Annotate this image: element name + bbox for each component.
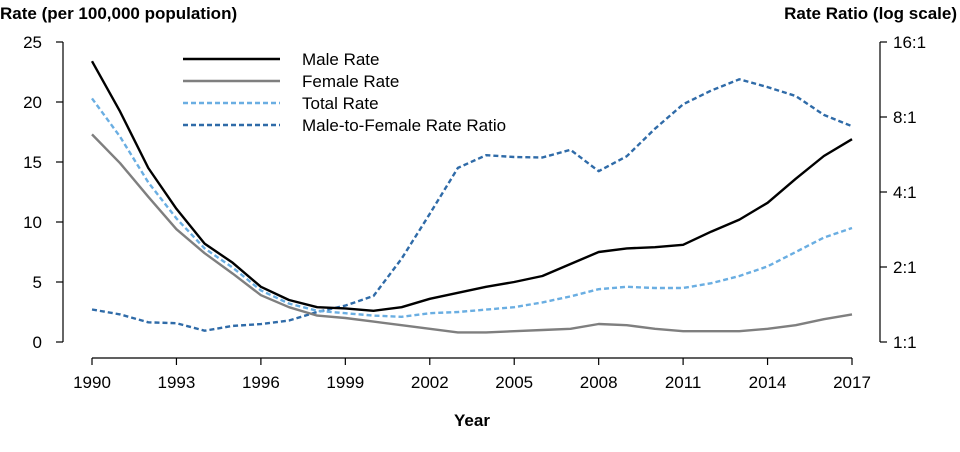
x-tick-label: 2014 bbox=[749, 373, 787, 392]
series-line-male-to-female-rate-ratio bbox=[91, 78, 853, 332]
x-tick-label: 2017 bbox=[833, 373, 871, 392]
series-layer bbox=[90, 60, 853, 334]
legend-label: Male Rate bbox=[302, 50, 379, 69]
x-tick-label: 2005 bbox=[495, 373, 533, 392]
legend: Male Rate Female Rate Total Rate Male-to-Fe… bbox=[183, 50, 506, 135]
y-tick-label-right: 8:1 bbox=[893, 108, 917, 127]
x-tick-label: 1993 bbox=[158, 373, 196, 392]
y-tick-label-right: 2:1 bbox=[893, 258, 917, 277]
y-tick-label-left: 0 bbox=[33, 333, 42, 352]
x-tick-label: 1990 bbox=[73, 373, 111, 392]
y-tick-label-left: 20 bbox=[23, 93, 42, 112]
series-line-female-rate bbox=[91, 133, 853, 334]
y-tick-label-right: 1:1 bbox=[893, 333, 917, 352]
y-tick-label-left: 10 bbox=[23, 213, 42, 232]
y-tick-label-left: 15 bbox=[23, 153, 42, 172]
y-tick-label-right: 16:1 bbox=[893, 33, 926, 52]
x-tick-label: 1996 bbox=[242, 373, 280, 392]
legend-label: Male-to-Female Rate Ratio bbox=[302, 116, 506, 135]
y-tick-label-left: 5 bbox=[33, 273, 42, 292]
legend-label: Female Rate bbox=[302, 72, 399, 91]
x-tick-label: 2002 bbox=[411, 373, 449, 392]
series-line-male-rate bbox=[90, 60, 853, 312]
x-axis-title: Year bbox=[454, 411, 490, 430]
y-tick-label-right: 4:1 bbox=[893, 183, 917, 202]
y-axis-left-title: Rate (per 100,000 population) bbox=[0, 4, 237, 23]
x-tick-label: 2008 bbox=[580, 373, 618, 392]
series-line-total-rate bbox=[91, 97, 853, 318]
x-tick-label: 2011 bbox=[665, 373, 702, 392]
y-tick-label-left: 25 bbox=[23, 33, 42, 52]
axes: 0 5 10 15 20 25 1:1 2:1 4:1 8:1 16:1 1990 1993 1996 19… bbox=[23, 33, 926, 392]
x-tick-label: 1999 bbox=[326, 373, 364, 392]
legend-label: Total Rate bbox=[302, 94, 379, 113]
y-axis-right-title: Rate Ratio (log scale) bbox=[784, 4, 957, 23]
